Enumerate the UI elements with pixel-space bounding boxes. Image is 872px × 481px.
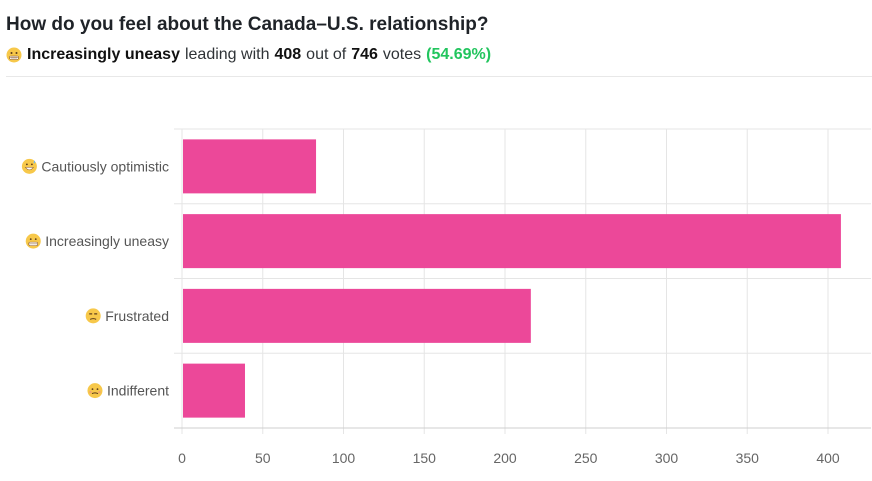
unamused-face-icon: [85, 308, 101, 324]
header-divider: [6, 76, 872, 77]
poll-summary: Increasingly uneasy leading with 408 out…: [6, 46, 491, 64]
total-votes: 746: [351, 46, 378, 63]
out-of-text: out of: [306, 46, 347, 63]
x-tick-label: 50: [255, 450, 271, 466]
bar-4: [183, 363, 245, 418]
bar-2: [183, 214, 841, 269]
neutral-face-icon: [87, 383, 103, 399]
poll-question: How do you feel about the Canada–U.S. re…: [6, 14, 489, 35]
x-tick-label: 200: [493, 450, 517, 466]
bar-3: [183, 288, 531, 343]
grimacing-face-icon: [25, 233, 41, 249]
grinning-sweat-face-icon: [21, 158, 37, 174]
x-tick-label: 0: [178, 450, 186, 466]
x-tick-label: 250: [574, 450, 598, 466]
leader-label: Increasingly uneasy: [27, 46, 180, 63]
votes-text: votes: [382, 46, 422, 63]
leading-with-text: leading with: [184, 46, 270, 63]
category-label: Cautiously optimistic: [41, 158, 169, 174]
x-tick-label: 300: [655, 450, 679, 466]
category-label: Frustrated: [105, 308, 169, 324]
x-tick-label: 400: [816, 450, 840, 466]
leader-votes: 408: [274, 46, 302, 63]
x-tick-label: 350: [736, 450, 760, 466]
leader-percent: (54.69%): [426, 46, 492, 63]
category-label: Indifferent: [107, 383, 169, 399]
x-tick-label: 100: [332, 450, 356, 466]
bar-1: [183, 139, 317, 194]
category-label: Increasingly uneasy: [45, 233, 169, 249]
grimacing-face-icon: [6, 47, 22, 63]
x-tick-label: 150: [413, 450, 437, 466]
